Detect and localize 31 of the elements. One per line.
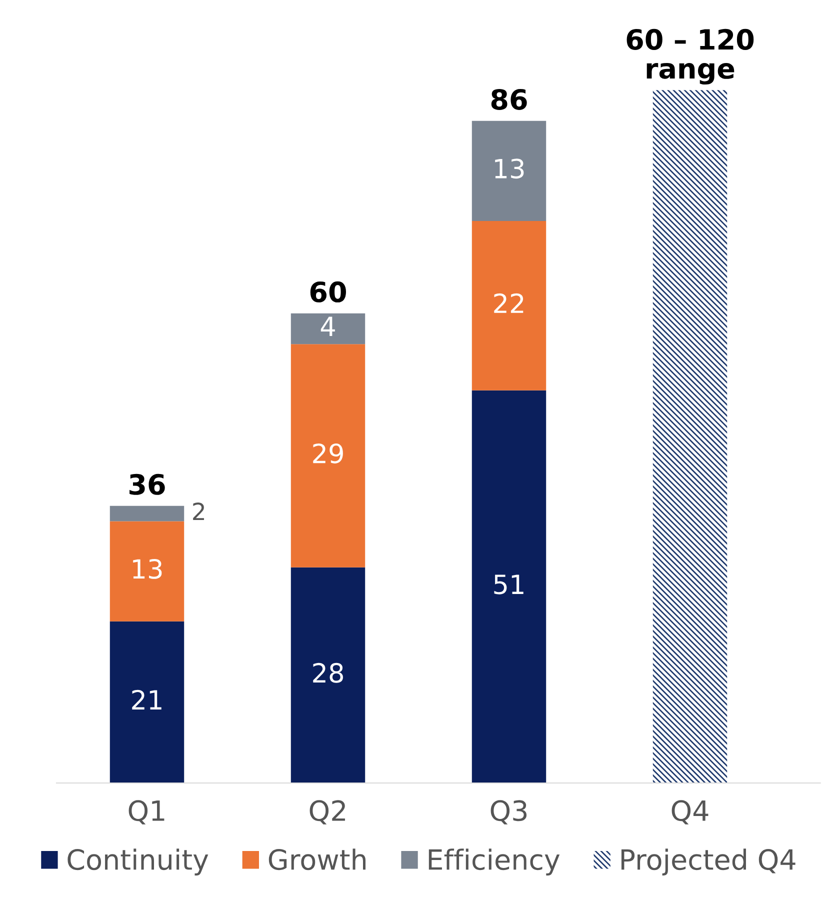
legend-label: Growth <box>268 848 366 870</box>
total-label: 86 <box>491 88 527 110</box>
bar <box>472 390 546 783</box>
bar <box>110 506 184 522</box>
bar <box>290 344 366 568</box>
bar <box>110 621 184 783</box>
legend-label: Projected Q4 <box>621 848 796 876</box>
bar <box>652 90 728 783</box>
data-label: 21 <box>132 690 162 710</box>
total-label: 60 <box>310 281 346 302</box>
bar <box>290 313 366 344</box>
bar <box>472 120 546 221</box>
x-tick-label: Q4 <box>672 800 708 824</box>
x-tick-label: Q3 <box>490 800 527 824</box>
legend-label: Continuity <box>68 848 208 876</box>
data-label: 51 <box>494 574 524 594</box>
data-label: 22 <box>494 293 524 313</box>
data-label: 2 <box>193 502 204 520</box>
data-label: 29 <box>313 443 343 464</box>
bar <box>110 521 184 622</box>
total-label: 36 <box>130 474 165 495</box>
data-label: 28 <box>313 662 343 683</box>
total-label: 60 – 120 range <box>626 28 754 85</box>
bar <box>290 567 366 783</box>
data-label: 13 <box>133 558 162 579</box>
data-label: 4 <box>320 316 335 336</box>
x-tick-label: Q1 <box>128 800 164 824</box>
x-tick-label: Q2 <box>310 800 345 824</box>
bar <box>472 220 546 390</box>
legend-label: Efficiency <box>428 848 560 876</box>
data-label: 13 <box>495 158 524 179</box>
